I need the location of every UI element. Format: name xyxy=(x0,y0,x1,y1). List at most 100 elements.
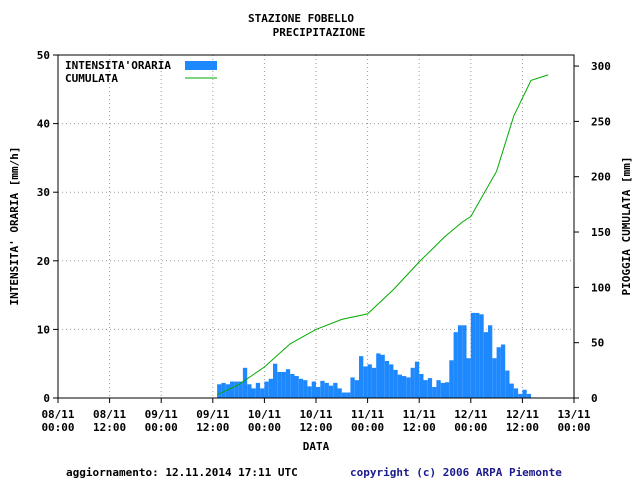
intensity-bar xyxy=(427,378,433,398)
intensity-bar xyxy=(251,388,256,398)
intensity-bar xyxy=(221,382,226,398)
intensity-bar xyxy=(453,332,458,398)
update-timestamp: aggiornamento: 12.11.2014 17:11 UTC xyxy=(66,466,298,479)
intensity-bar xyxy=(268,378,273,398)
y2-tick-label: 0 xyxy=(591,392,598,405)
intensity-bar xyxy=(526,393,531,398)
x-tick-time: 12:00 xyxy=(196,421,229,434)
intensity-bar xyxy=(277,371,282,398)
intensity-bar xyxy=(311,381,316,398)
x-tick-day: 13/11 xyxy=(557,408,590,421)
x-tick-day: 10/11 xyxy=(248,408,281,421)
intensity-bar xyxy=(371,367,377,398)
x-tick-time: 00:00 xyxy=(248,421,281,434)
y2-tick-label: 200 xyxy=(591,171,611,184)
intensity-bar xyxy=(376,353,381,398)
x-tick-day: 10/11 xyxy=(299,408,332,421)
y2-tick-label: 250 xyxy=(591,115,611,128)
intensity-bar xyxy=(479,314,484,398)
intensity-bar xyxy=(445,382,450,398)
intensity-bar xyxy=(354,380,359,398)
intensity-bar xyxy=(285,369,291,398)
legend-label-cumulative: CUMULATA xyxy=(65,72,118,85)
x-tick-time: 00:00 xyxy=(41,421,74,434)
y-tick-label: 0 xyxy=(43,392,50,405)
intensity-bar xyxy=(410,367,415,398)
intensity-bar xyxy=(402,376,407,398)
x-tick-day: 09/11 xyxy=(196,408,229,421)
intensity-bar xyxy=(328,385,334,398)
x-tick-time: 12:00 xyxy=(93,421,126,434)
y2-tick-label: 300 xyxy=(591,60,611,73)
intensity-bar xyxy=(225,384,230,398)
intensity-bar xyxy=(290,373,295,398)
intensity-bar xyxy=(238,381,243,398)
intensity-bar xyxy=(230,381,235,398)
intensity-bar xyxy=(470,312,476,398)
intensity-bar xyxy=(363,366,368,398)
cumulative-line xyxy=(216,74,549,396)
intensity-bar xyxy=(492,358,497,398)
intensity-bar xyxy=(397,374,402,398)
intensity-bar xyxy=(457,325,463,398)
y-tick-label: 30 xyxy=(37,186,50,199)
x-tick-time: 00:00 xyxy=(351,421,384,434)
intensity-bar xyxy=(513,388,519,398)
intensity-bar xyxy=(436,380,441,398)
intensity-bar xyxy=(346,392,351,398)
intensity-bar xyxy=(333,382,338,398)
intensity-bar xyxy=(247,384,252,398)
legend: INTENSITA'ORARIA CUMULATA xyxy=(65,59,217,85)
x-tick-day: 08/11 xyxy=(41,408,74,421)
x-tick-day: 12/11 xyxy=(454,408,487,421)
y2-axis-ticks: 0 50 100 150 200 250 300 xyxy=(574,60,611,405)
intensity-bar xyxy=(423,380,428,398)
intensity-bar xyxy=(260,388,265,398)
y-tick-label: 40 xyxy=(37,118,50,131)
intensity-bar xyxy=(273,363,278,398)
y-axis-label: INTENSITA' ORARIA [mm/h] xyxy=(8,147,21,306)
intensity-bar xyxy=(440,382,445,398)
x-tick-time: 12:00 xyxy=(506,421,539,434)
chart-title: STAZIONE FOBELLO xyxy=(248,12,354,25)
x-tick-day: 11/11 xyxy=(403,408,436,421)
legend-swatch-intensity xyxy=(185,61,217,70)
x-tick-time: 00:00 xyxy=(557,421,590,434)
intensity-bar xyxy=(488,325,493,398)
intensity-bar xyxy=(505,370,510,398)
intensity-bar xyxy=(350,377,355,398)
intensity-bar xyxy=(298,378,304,398)
y-tick-label: 50 xyxy=(37,49,50,62)
intensity-bar xyxy=(217,384,222,398)
intensity-bar xyxy=(466,358,471,398)
y-tick-label: 20 xyxy=(37,255,50,268)
intensity-bar xyxy=(483,332,488,398)
x-tick-day: 11/11 xyxy=(351,408,384,421)
y2-tick-label: 50 xyxy=(591,337,604,350)
legend-label-intensity: INTENSITA'ORARIA xyxy=(65,59,171,72)
y2-tick-label: 100 xyxy=(591,281,611,294)
intensity-bar xyxy=(324,382,329,398)
intensity-bar xyxy=(500,344,506,398)
intensity-bar xyxy=(303,380,308,398)
x-tick-time: 12:00 xyxy=(299,421,332,434)
intensity-bar xyxy=(496,347,501,398)
intensity-bar xyxy=(294,376,299,398)
intensity-bar xyxy=(522,389,527,398)
plot-frame xyxy=(57,54,575,399)
intensity-bar xyxy=(449,360,454,398)
intensity-bar xyxy=(518,393,523,398)
intensity-bar xyxy=(389,364,394,398)
copyright-notice: copyright (c) 2006 ARPA Piemonte xyxy=(350,466,562,479)
intensity-bar xyxy=(380,354,385,398)
intensity-bar xyxy=(255,382,261,398)
intensity-bar xyxy=(337,388,342,398)
intensity-bar xyxy=(359,356,364,398)
intensity-bars xyxy=(217,312,531,398)
x-tick-time: 12:00 xyxy=(403,421,436,434)
x-tick-day: 08/11 xyxy=(93,408,126,421)
y-tick-label: 10 xyxy=(37,323,50,336)
intensity-bar xyxy=(316,387,321,398)
intensity-bar xyxy=(242,367,248,398)
